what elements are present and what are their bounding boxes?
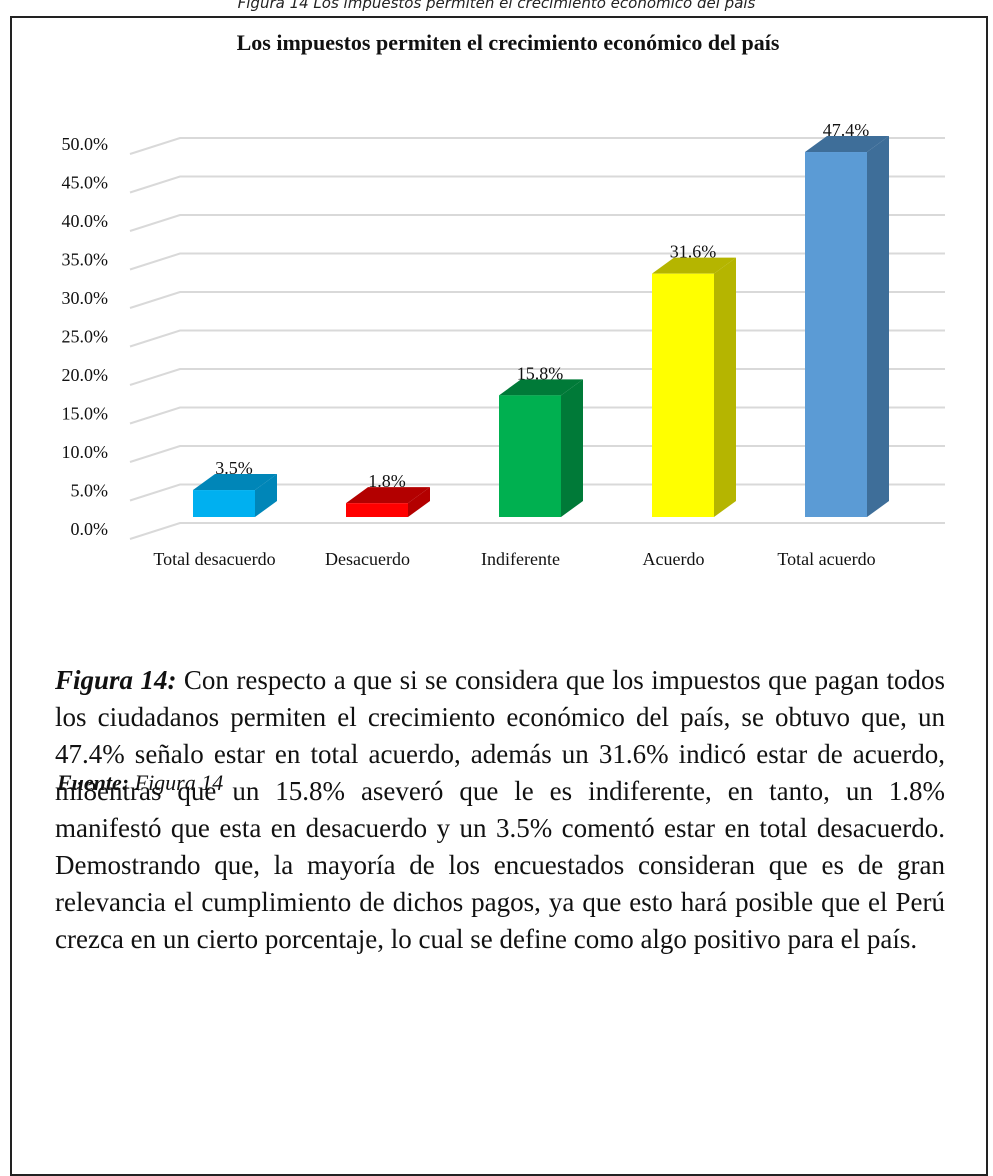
bar-top bbox=[193, 474, 277, 491]
x-tick-label: Total desacuerdo bbox=[153, 549, 276, 569]
bar-side bbox=[561, 379, 583, 517]
grid-line bbox=[129, 522, 945, 540]
body-paragraph: Con respecto a que si se considera que l… bbox=[55, 665, 945, 954]
x-tick-label: Desacuerdo bbox=[325, 549, 410, 569]
data-label: 31.6% bbox=[670, 242, 717, 262]
body-text: Figura 14: Con respecto a que si se cons… bbox=[55, 662, 945, 958]
grid-line bbox=[129, 214, 945, 232]
y-tick-label: 40.0% bbox=[62, 211, 109, 231]
source: Fuente: Figura 14 bbox=[57, 770, 223, 796]
bar-side bbox=[408, 487, 430, 517]
chart: Los impuestos permiten el crecimiento ec… bbox=[62, 30, 945, 540]
y-tick-label: 35.0% bbox=[62, 250, 109, 270]
data-label: 47.4% bbox=[823, 120, 870, 140]
y-tick-label: 0.0% bbox=[71, 519, 109, 539]
bar-top bbox=[652, 257, 736, 274]
body-label: Figura 14: bbox=[55, 665, 177, 695]
y-tick-label: 50.0% bbox=[62, 134, 109, 154]
source-text: Figura 14 bbox=[134, 770, 224, 795]
figure-caption: Figura 14 Los impuestos permiten el crec… bbox=[237, 0, 756, 12]
bar bbox=[805, 152, 867, 517]
bar-top bbox=[346, 487, 430, 504]
data-label: 3.5% bbox=[215, 458, 253, 478]
x-tick-label: Total acuerdo bbox=[777, 549, 876, 569]
bar-side bbox=[255, 474, 277, 517]
y-tick-label: 30.0% bbox=[62, 288, 109, 308]
y-tick-label: 25.0% bbox=[62, 327, 109, 347]
bar bbox=[193, 490, 255, 517]
grid-line bbox=[129, 175, 945, 194]
x-tick-label: Acuerdo bbox=[642, 549, 705, 569]
data-label: 15.8% bbox=[517, 363, 564, 383]
chart-title: Los impuestos permiten el crecimiento ec… bbox=[237, 30, 780, 55]
y-tick-label: 15.0% bbox=[62, 404, 109, 424]
bar-top bbox=[499, 379, 583, 396]
y-tick-label: 20.0% bbox=[62, 365, 109, 385]
x-tick-label: Indiferente bbox=[481, 549, 560, 569]
y-tick-label: 45.0% bbox=[62, 173, 109, 193]
grid-line bbox=[129, 252, 945, 271]
bar-side bbox=[714, 257, 736, 517]
bar bbox=[499, 395, 561, 517]
y-tick-label: 10.0% bbox=[62, 442, 109, 462]
source-label: Fuente: bbox=[57, 770, 130, 795]
grid-line bbox=[129, 137, 945, 155]
data-label: 1.8% bbox=[368, 471, 406, 491]
bar bbox=[652, 273, 714, 517]
bar bbox=[346, 503, 408, 517]
y-tick-label: 5.0% bbox=[71, 481, 109, 501]
bar-side bbox=[867, 136, 889, 517]
bar-top bbox=[805, 136, 889, 153]
